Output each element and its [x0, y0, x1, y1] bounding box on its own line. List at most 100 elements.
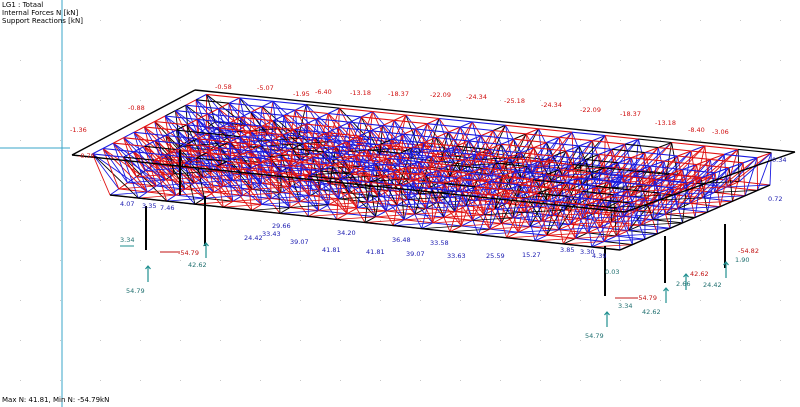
- member: [232, 200, 262, 205]
- member: [239, 97, 277, 130]
- member: [553, 212, 595, 216]
- grid-dot: [620, 380, 621, 381]
- member: [363, 163, 376, 170]
- arrow-head: [723, 261, 729, 266]
- member: [545, 169, 560, 176]
- member: [319, 165, 333, 172]
- member: [558, 229, 588, 234]
- member: [689, 197, 703, 204]
- member: [677, 206, 721, 210]
- member: [423, 136, 437, 144]
- top-chord-force: -25.18: [504, 97, 525, 105]
- member: [328, 204, 358, 209]
- member: [315, 132, 328, 139]
- member: [369, 139, 401, 144]
- grid-dot: [180, 220, 181, 221]
- grid-dot: [380, 300, 381, 301]
- member: [691, 145, 706, 152]
- member: [617, 157, 632, 164]
- member: [280, 168, 321, 172]
- member: [175, 148, 208, 154]
- member: [400, 185, 432, 190]
- member: [238, 150, 250, 157]
- support-reaction: -54.82: [738, 247, 759, 255]
- grid-dot: [180, 20, 181, 21]
- member: [144, 145, 176, 151]
- member: [403, 133, 437, 139]
- member: [574, 204, 587, 239]
- member: [113, 137, 124, 144]
- member: [457, 177, 489, 183]
- member: [570, 221, 612, 225]
- grid-dot: [300, 300, 301, 301]
- member: [432, 216, 445, 224]
- member: [700, 172, 716, 179]
- member: [415, 128, 449, 133]
- member: [463, 154, 477, 161]
- member: [369, 182, 394, 226]
- grid-dot: [700, 20, 701, 21]
- member: [372, 111, 391, 150]
- member: [677, 172, 716, 210]
- member: [174, 110, 190, 141]
- member: [164, 115, 202, 157]
- member: [223, 185, 253, 190]
- member: [174, 110, 181, 147]
- member: [122, 156, 139, 199]
- member: [186, 118, 198, 126]
- member: [571, 131, 606, 137]
- member: [528, 189, 571, 193]
- member: [658, 187, 674, 194]
- member: [532, 179, 565, 184]
- member: [164, 115, 211, 151]
- member: [324, 151, 356, 156]
- member: [261, 201, 301, 205]
- member: [184, 157, 197, 164]
- member: [252, 188, 282, 194]
- member: [349, 116, 362, 123]
- member: [406, 166, 439, 171]
- member: [361, 116, 395, 121]
- member: [431, 183, 445, 190]
- member: [488, 176, 502, 183]
- grid-dot: [460, 60, 461, 61]
- member: [357, 201, 369, 209]
- member: [710, 153, 725, 160]
- grid-dot: [700, 60, 701, 61]
- grid-dot: [420, 60, 421, 61]
- member: [671, 141, 705, 147]
- member: [403, 213, 416, 221]
- member: [627, 189, 659, 194]
- grid-dot: [340, 340, 341, 341]
- member: [328, 201, 368, 206]
- grid-dot: [100, 100, 101, 101]
- grid-dot: [740, 220, 741, 221]
- member: [102, 147, 134, 153]
- member: [459, 121, 473, 128]
- member: [500, 138, 514, 145]
- grid-dot: [100, 60, 101, 61]
- member: [564, 203, 577, 211]
- member: [640, 219, 654, 226]
- grid-dot: [780, 220, 781, 221]
- member: [399, 147, 413, 154]
- grid-dot: [420, 380, 421, 381]
- member: [425, 205, 466, 209]
- member: [357, 204, 397, 209]
- member: [585, 199, 600, 206]
- support-reaction: 3.34: [120, 236, 134, 244]
- grid-dot: [220, 260, 221, 261]
- member: [431, 188, 434, 223]
- member: [228, 136, 241, 143]
- top-chord-force: -1.95: [293, 90, 310, 98]
- member: [144, 126, 193, 163]
- member: [622, 170, 637, 177]
- member: [165, 134, 198, 140]
- member: [343, 154, 357, 161]
- header-line: LG1 : Totaal: [2, 1, 43, 9]
- member: [267, 101, 274, 136]
- member: [327, 107, 340, 114]
- member: [478, 231, 519, 236]
- member: [475, 181, 489, 188]
- member: [387, 152, 400, 159]
